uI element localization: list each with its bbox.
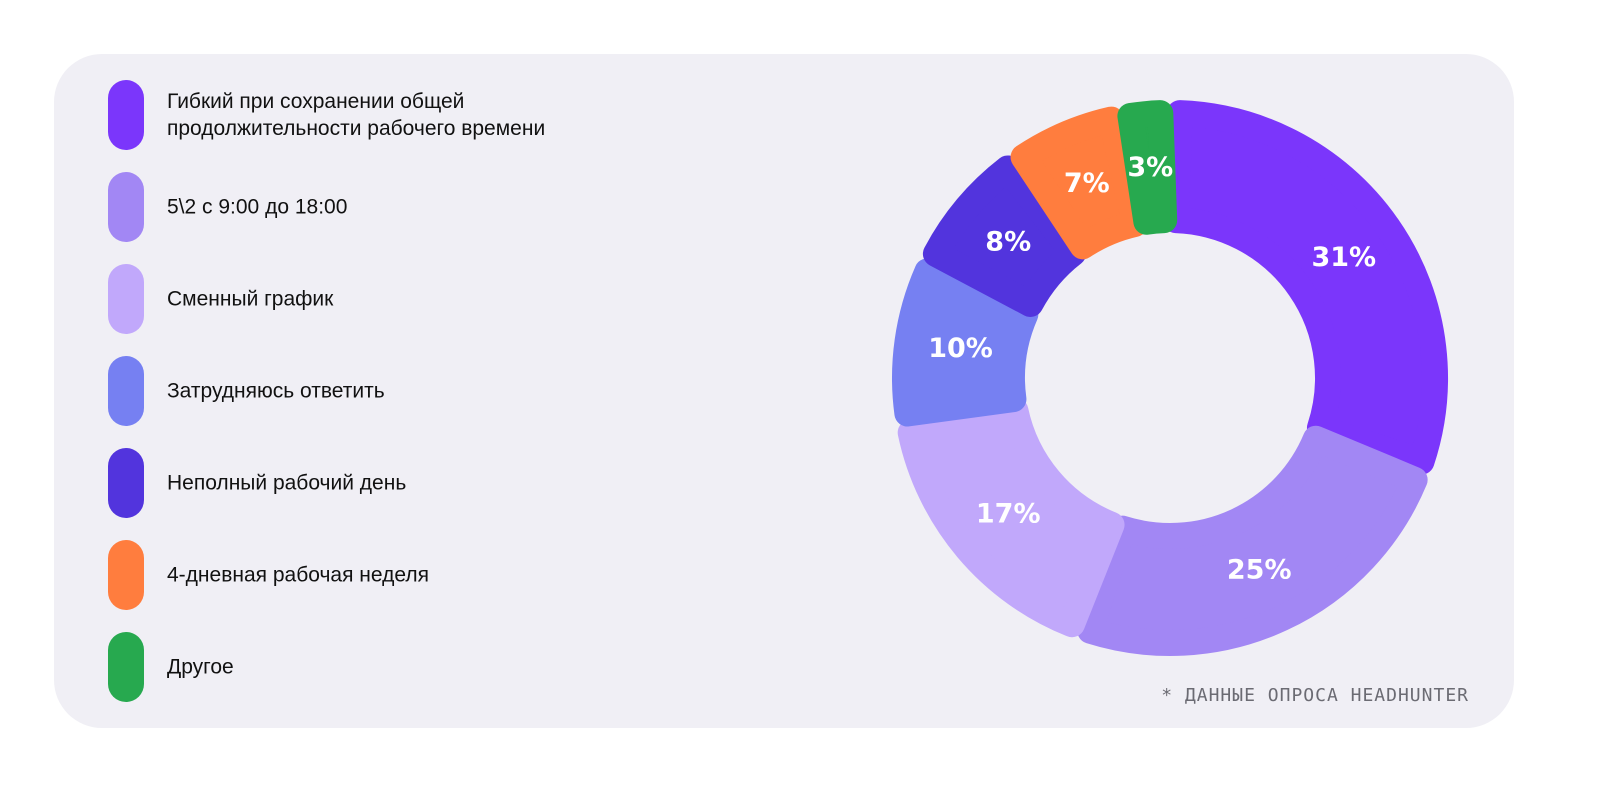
slice-value-label: 7% xyxy=(1064,168,1110,199)
legend-swatch xyxy=(108,356,144,426)
slice-value-label: 10% xyxy=(928,333,993,364)
slice-value-label: 3% xyxy=(1127,152,1173,183)
legend-swatch xyxy=(108,80,144,150)
donut-slice xyxy=(1117,100,1178,235)
legend-label: Другое xyxy=(167,655,234,679)
legend-swatch xyxy=(108,448,144,518)
legend-item: 5\2 с 9:00 до 18:00 xyxy=(108,172,668,242)
slice-value-label: 25% xyxy=(1227,554,1292,585)
donut-slice xyxy=(1162,100,1448,475)
slice-value-label: 17% xyxy=(976,499,1041,530)
legend-label: Затрудняюсь ответить xyxy=(167,379,385,403)
legend-label: Сменный график xyxy=(167,287,334,311)
slice-value-label: 31% xyxy=(1311,242,1376,273)
donut-slice xyxy=(892,258,1039,427)
legend-swatch xyxy=(108,264,144,334)
source-footnote: * ДАННЫЕ ОПРОСА HEADHUNTER xyxy=(1161,685,1469,706)
legend-item: Сменный график xyxy=(108,264,668,334)
legend-item: Неполный рабочий день xyxy=(108,448,668,518)
legend-item: Гибкий при сохранении общей продолжитель… xyxy=(108,80,668,150)
legend-swatch xyxy=(108,172,144,242)
legend-swatch xyxy=(108,632,144,702)
legend-label: Неполный рабочий день xyxy=(167,471,407,495)
legend-item: 4-дневная рабочая неделя xyxy=(108,540,668,610)
legend-label: 5\2 с 9:00 до 18:00 xyxy=(167,195,348,219)
donut-slice xyxy=(1010,106,1149,260)
donut-slice xyxy=(922,155,1087,317)
donut-slice xyxy=(1077,425,1428,656)
legend-label: 4-дневная рабочая неделя xyxy=(167,563,429,587)
legend-item: Затрудняюсь ответить xyxy=(108,356,668,426)
legend-swatch xyxy=(108,540,144,610)
donut-slice xyxy=(897,397,1125,638)
legend-label: Гибкий при сохранении общей продолжитель… xyxy=(167,90,546,140)
legend-item: Другое xyxy=(108,632,668,702)
slice-value-label: 8% xyxy=(985,226,1031,257)
